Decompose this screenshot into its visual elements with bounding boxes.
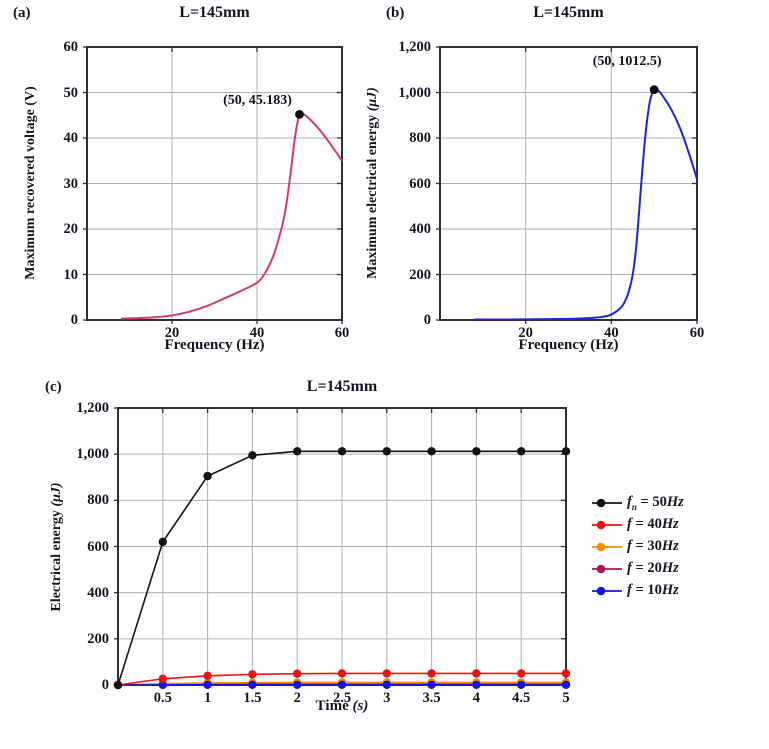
legend-item-30hz: f = 30Hz	[592, 537, 684, 556]
x-tick-label-c: 1.5	[243, 690, 262, 706]
x-tick-label-b: 60	[689, 325, 705, 341]
x-tick-label-c: 4	[472, 690, 481, 706]
legend-item-50hz: fn = 50Hz	[592, 493, 684, 512]
legend-label: f = 20Hz	[627, 559, 679, 576]
y-tick-label-c: 600	[87, 538, 109, 555]
legend: fn = 50Hz f = 40Hz f = 30Hz f = 20Hz f = 10H…	[592, 493, 684, 600]
y-axis-label-a: Maximum recovered voltage (V)	[23, 86, 39, 279]
y-axis-label-c: Electrical energy (μJ)	[49, 482, 65, 611]
x-tick-label-a: 60	[334, 325, 350, 341]
legend-marker-icon	[592, 498, 622, 507]
legend-label: f = 40Hz	[627, 515, 679, 532]
x-tick-label-b: 20	[518, 325, 533, 341]
y-axis-label-b-unit: (μJ)	[365, 87, 380, 112]
x-tick-label-c: 5	[562, 690, 570, 706]
y-tick-label-b: 200	[409, 266, 431, 283]
x-tick-label-c: 2.5	[332, 690, 352, 706]
y-tick-label-c: 1,200	[76, 399, 109, 416]
y-tick-label-c: 200	[87, 630, 109, 647]
x-tick-label-c: 0.5	[153, 690, 172, 706]
legend-item-10hz: f = 10Hz	[592, 581, 684, 600]
y-tick-label-c: 0	[101, 676, 109, 693]
x-axis-label-b: Frequency (Hz)	[440, 337, 697, 354]
plot-area-b	[436, 46, 698, 324]
y-tick-label-b: 600	[409, 175, 431, 192]
legend-item-40hz: f = 40Hz	[592, 515, 684, 534]
y-tick-label-b: 400	[409, 220, 431, 237]
x-axis-label-c-text: Time	[315, 698, 353, 714]
plot-title-c: L=145mm	[306, 378, 378, 395]
legend-item-20hz: f = 20Hz	[592, 559, 684, 578]
plot-area-a	[83, 46, 343, 324]
y-tick-label-a: 30	[63, 175, 79, 192]
legend-marker-icon	[592, 520, 622, 529]
y-tick-label-b: 1,000	[398, 84, 431, 101]
y-tick-label-c: 400	[87, 584, 109, 601]
legend-marker-icon	[592, 564, 622, 573]
x-tick-label-c: 2	[293, 690, 301, 706]
y-tick-label-a: 40	[63, 129, 79, 146]
x-tick-label-c: 4.5	[512, 690, 531, 706]
legend-label: fn = 50Hz	[627, 493, 684, 512]
plot-area-c	[113, 407, 571, 690]
y-axis-label-b-text: Maximum electrical energy	[365, 111, 380, 279]
y-axis-label-c-text: Electrical energy	[49, 506, 64, 612]
legend-marker-icon	[592, 542, 622, 551]
y-tick-label-c: 800	[87, 492, 109, 509]
x-tick-label-a: 40	[249, 325, 265, 341]
legend-label: f = 10Hz	[627, 581, 679, 598]
y-tick-label-b: 0	[423, 311, 431, 328]
panel-label-c: (c)	[45, 379, 62, 395]
y-tick-label-b: 800	[409, 129, 431, 146]
y-tick-label-a: 10	[63, 266, 79, 283]
y-tick-label-a: 20	[63, 220, 79, 237]
y-axis-label-b: Maximum electrical energy (μJ)	[365, 87, 381, 279]
legend-marker-icon	[592, 586, 622, 595]
x-axis-label-a-text: Frequency (Hz)	[164, 337, 265, 353]
y-axis-label-a-text: Maximum recovered voltage (V)	[23, 86, 38, 280]
x-tick-label-c: 1	[203, 690, 212, 706]
peak-annotation-b: (50, 1012.5)	[592, 53, 662, 69]
panel-label-b: (b)	[386, 5, 405, 21]
plot-title-a: L=145mm	[179, 4, 250, 21]
y-tick-label-a: 50	[63, 84, 79, 101]
x-tick-label-a: 20	[164, 325, 180, 341]
panel-label-a: (a)	[13, 5, 31, 21]
legend-label: f = 30Hz	[627, 537, 679, 554]
plot-title-b: L=145mm	[533, 4, 604, 21]
x-tick-label-b: 40	[604, 325, 619, 341]
x-tick-label-c: 3.5	[422, 690, 441, 706]
x-axis-label-c-unit: (s)	[352, 698, 369, 714]
x-axis-label-a: Frequency (Hz)	[87, 337, 342, 354]
x-axis-label-b-text: Frequency (Hz)	[518, 337, 619, 353]
y-tick-label-b: 1,200	[398, 38, 431, 55]
x-axis-label-c: Time (s)	[118, 698, 566, 715]
y-tick-label-c: 1,000	[76, 445, 109, 462]
peak-annotation-a: (50, 45.183)	[223, 93, 292, 109]
y-axis-label-c-unit: (μJ)	[49, 482, 64, 507]
x-tick-label-c: 3	[383, 690, 391, 706]
y-tick-label-a: 60	[63, 38, 79, 55]
y-tick-label-a: 0	[70, 311, 78, 328]
